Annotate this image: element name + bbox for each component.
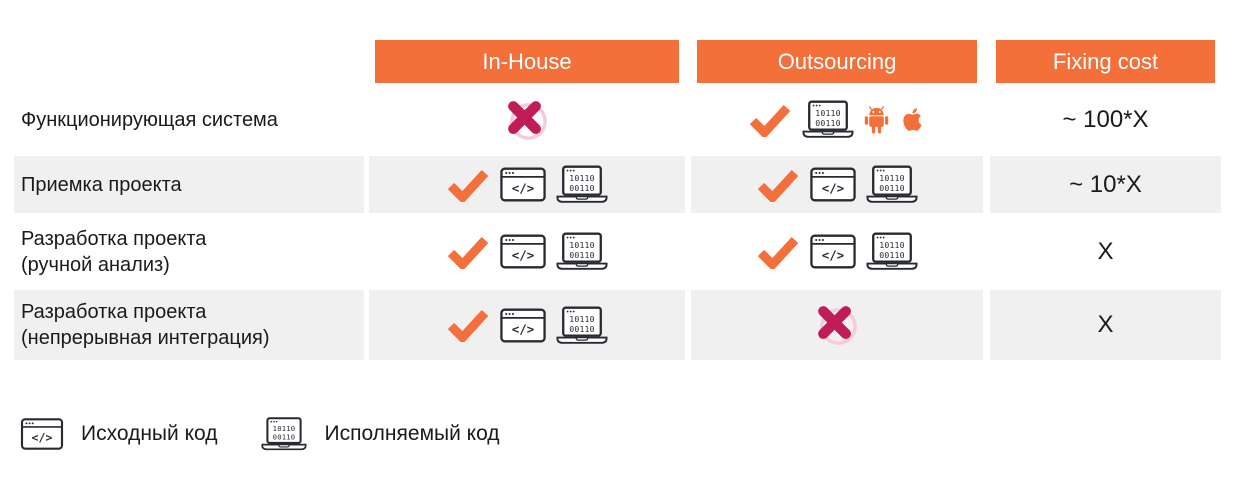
- executable-code-icon: 10110 00110: [866, 165, 918, 203]
- check-icon: [447, 169, 489, 202]
- legend: </> Исходный код 10110 00110 Исполняемый…: [20, 416, 500, 452]
- legend-item-executable-code: 10110 00110 Исполняемый код: [261, 416, 500, 452]
- column-header-fixing-cost-bar: Fixing cost: [996, 40, 1215, 83]
- cell-inhouse: </> 10110 00110: [369, 290, 685, 360]
- binary-line2-text: 00110: [569, 323, 595, 333]
- cell-outsourcing: 10110 00110: [691, 83, 983, 156]
- cell-outsourcing: </> 10110 00110: [691, 213, 983, 290]
- binary-line2-text: 00110: [815, 118, 841, 128]
- check-icon: [757, 236, 799, 269]
- header-row: In-House Outsourcing Fixing cost: [0, 40, 1235, 83]
- cross-icon: [817, 306, 857, 345]
- row-label-line: Разработка проекта: [21, 301, 207, 323]
- executable-code-icon: 10110 00110: [556, 306, 608, 344]
- fixing-cost-value: X: [1097, 237, 1114, 265]
- row-label-line: (непрерывная интеграция): [21, 327, 270, 349]
- code-glyph-text: </>: [512, 181, 534, 196]
- source-code-icon: </>: [500, 167, 546, 202]
- row-label: Функционирующая система: [14, 83, 364, 156]
- table-row-functioning-system: Функционирующая система 10110 00110: [0, 83, 1235, 156]
- binary-line2-text: 00110: [569, 183, 595, 193]
- legend-item-source-code: </> Исходный код: [20, 418, 217, 450]
- binary-line1-text: 10110: [879, 173, 905, 183]
- comparison-table: In-House Outsourcing Fixing cost Функцио…: [0, 40, 1235, 360]
- legend-label: Исполняемый код: [324, 422, 500, 445]
- legend-label: Исходный код: [81, 422, 218, 445]
- column-header-outsourcing: Outsourcing: [691, 40, 983, 83]
- cell-inhouse: [369, 83, 685, 156]
- cell-inhouse: </> 10110 00110: [369, 156, 685, 213]
- check-icon: [757, 169, 799, 202]
- check-icon: [749, 104, 791, 137]
- table-row-project-acceptance: Приемка проекта </> 10110 00110 <: [0, 156, 1235, 213]
- cross-icon: [507, 100, 547, 140]
- fixing-cost-value: ~ 100*X: [1062, 105, 1149, 133]
- code-glyph-text: </>: [822, 248, 844, 263]
- cell-outsourcing: </> 10110 00110: [691, 156, 983, 213]
- code-glyph-text: </>: [512, 321, 534, 336]
- code-glyph-text: </>: [32, 431, 53, 445]
- executable-code-icon: 10110 00110: [802, 100, 854, 138]
- table-row-development-ci: Разработка проекта (непрерывная интеграц…: [0, 290, 1235, 360]
- row-label-line: Разработка проекта: [21, 227, 207, 250]
- row-label-line: Функционирующая система: [21, 108, 278, 131]
- binary-line2-text: 00110: [273, 433, 296, 442]
- executable-code-icon: 10110 00110: [556, 232, 608, 270]
- row-label: Разработка проекта (ручной анализ): [14, 213, 364, 290]
- code-glyph-text: </>: [822, 181, 844, 196]
- row-label: Разработка проекта (непрерывная интеграц…: [14, 290, 364, 360]
- apple-icon: [903, 108, 922, 131]
- column-header-fixing-cost: Fixing cost: [990, 40, 1221, 83]
- source-code-icon: </>: [810, 167, 856, 202]
- check-icon: [447, 236, 489, 269]
- column-header-inhouse-bar: In-House: [375, 40, 679, 83]
- fixing-cost-value: X: [990, 290, 1221, 360]
- source-code-icon: </>: [500, 234, 546, 269]
- binary-line2-text: 00110: [569, 250, 595, 260]
- binary-line1-text: 10110: [569, 240, 595, 250]
- column-header-outsourcing-bar: Outsourcing: [697, 40, 977, 83]
- source-code-icon: </>: [500, 308, 546, 342]
- binary-line1-text: 10110: [569, 173, 595, 183]
- binary-line1-text: 10110: [815, 108, 841, 118]
- row-label-line: Приемка проекта: [21, 173, 182, 196]
- fixing-cost-value: ~ 10*X: [990, 156, 1221, 213]
- binary-line1-text: 10110: [879, 240, 905, 250]
- code-glyph-text: </>: [512, 248, 534, 263]
- row-label-line: (ручной анализ): [21, 253, 170, 276]
- android-icon: [864, 105, 889, 133]
- executable-code-icon: 10110 00110: [556, 165, 608, 203]
- binary-line1-text: 10110: [273, 424, 296, 433]
- source-code-icon: </>: [810, 234, 856, 269]
- binary-line1-text: 10110: [569, 314, 595, 324]
- source-code-icon: </>: [20, 418, 64, 450]
- row-label: Приемка проекта: [14, 156, 364, 213]
- binary-line2-text: 00110: [879, 250, 905, 260]
- binary-line2-text: 00110: [879, 183, 905, 193]
- column-header-inhouse: In-House: [369, 40, 685, 83]
- executable-code-icon: 10110 00110: [261, 417, 308, 451]
- executable-code-icon: 10110 00110: [866, 232, 918, 270]
- cell-inhouse: </> 10110 00110: [369, 213, 685, 290]
- check-icon: [447, 309, 489, 342]
- table-row-development-manual: Разработка проекта (ручной анализ) </> 1…: [0, 213, 1235, 290]
- cell-outsourcing: [691, 290, 983, 360]
- header-spacer: [14, 40, 364, 83]
